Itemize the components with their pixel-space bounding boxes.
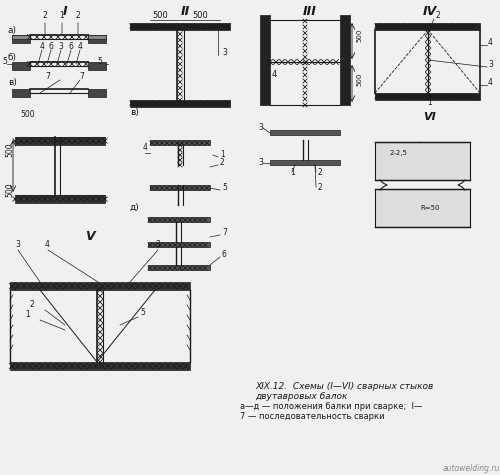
Bar	[12, 35, 30, 39]
Bar	[260, 15, 270, 105]
Text: 2: 2	[318, 183, 323, 192]
Bar	[375, 142, 470, 180]
Text: 3: 3	[58, 42, 64, 51]
Text: III: III	[303, 5, 317, 18]
Bar	[15, 137, 105, 145]
Text: в): в)	[130, 108, 139, 117]
Bar	[15, 195, 105, 203]
Text: 6: 6	[68, 42, 73, 51]
Text: 5: 5	[98, 57, 102, 66]
Bar	[375, 93, 480, 100]
Text: 1: 1	[290, 168, 295, 177]
Text: 4: 4	[488, 38, 493, 47]
Text: 4: 4	[40, 42, 44, 51]
Text: 500: 500	[152, 11, 168, 20]
Text: 2: 2	[42, 11, 48, 20]
Bar	[88, 89, 106, 97]
Text: 4: 4	[143, 143, 148, 152]
Text: 1: 1	[60, 11, 64, 20]
Text: 1: 1	[220, 150, 225, 159]
Text: 5: 5	[140, 308, 145, 317]
Text: 5: 5	[222, 183, 227, 192]
Text: 6: 6	[222, 250, 227, 259]
Text: 1: 1	[25, 310, 30, 319]
Text: 7: 7	[222, 228, 227, 237]
Text: 4: 4	[488, 78, 493, 87]
Bar	[130, 100, 230, 107]
Text: R=50: R=50	[420, 205, 440, 211]
Text: 2: 2	[220, 158, 225, 167]
Text: VI: VI	[424, 112, 436, 122]
Text: II: II	[180, 5, 190, 18]
Bar	[150, 140, 210, 145]
Bar	[88, 35, 106, 39]
Text: в): в)	[8, 78, 17, 87]
Bar	[375, 189, 470, 227]
Text: 2: 2	[318, 168, 323, 177]
Text: 1: 1	[428, 98, 432, 107]
Text: а): а)	[8, 26, 17, 35]
Bar	[12, 89, 30, 97]
Bar	[148, 242, 210, 247]
Bar	[270, 130, 340, 135]
Text: 2-2,5: 2-2,5	[390, 150, 408, 156]
Text: а—д — положения балки при сварке;  I—
7 — последовательность сварки: а—д — положения балки при сварке; I— 7 —…	[240, 402, 422, 421]
Text: 5: 5	[2, 57, 7, 66]
Text: 500: 500	[356, 73, 362, 86]
Text: 3: 3	[488, 60, 493, 69]
Text: 4: 4	[272, 70, 277, 79]
Text: 7: 7	[80, 72, 84, 81]
Text: 500: 500	[5, 182, 14, 197]
Text: IV: IV	[423, 5, 437, 18]
Bar	[10, 362, 190, 370]
Bar	[148, 265, 210, 270]
Text: 2: 2	[435, 11, 440, 20]
Text: XIX.12.  Схемы (I—VI) сварных стыков
двутавровых балок: XIX.12. Схемы (I—VI) сварных стыков двут…	[255, 382, 433, 401]
Bar	[148, 217, 210, 222]
Bar	[10, 282, 190, 290]
Text: 2: 2	[30, 300, 35, 309]
Text: 2: 2	[76, 11, 80, 20]
Text: 500: 500	[5, 142, 14, 157]
Text: V: V	[85, 230, 95, 243]
Text: 500: 500	[356, 28, 362, 42]
Bar	[340, 15, 350, 105]
Bar	[12, 35, 30, 43]
Bar	[88, 62, 106, 70]
Text: 500: 500	[20, 110, 36, 119]
Text: 3: 3	[258, 123, 263, 132]
Bar	[12, 62, 30, 70]
Text: б): б)	[8, 53, 17, 62]
Bar	[150, 185, 210, 190]
Text: д): д)	[130, 203, 140, 212]
Text: 6: 6	[48, 42, 54, 51]
Text: 4: 4	[78, 42, 82, 51]
Text: autowelding.ru: autowelding.ru	[442, 464, 500, 473]
Text: 3: 3	[155, 240, 160, 249]
Text: 3: 3	[15, 240, 20, 249]
Bar	[130, 23, 230, 30]
Text: 500: 500	[192, 11, 208, 20]
Text: I: I	[62, 5, 68, 18]
Text: 7: 7	[46, 72, 51, 81]
Bar	[375, 23, 480, 30]
Text: 3: 3	[258, 158, 263, 167]
Text: 3: 3	[222, 48, 227, 57]
Bar	[88, 35, 106, 43]
Text: 4: 4	[45, 240, 50, 249]
Bar	[270, 160, 340, 165]
